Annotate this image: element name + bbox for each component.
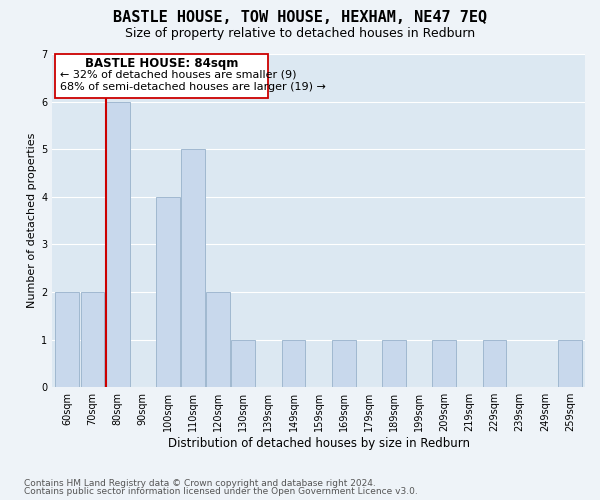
Bar <box>156 197 180 387</box>
Bar <box>55 292 79 387</box>
Bar <box>332 340 356 387</box>
Bar <box>206 292 230 387</box>
Bar <box>558 340 582 387</box>
Bar <box>181 149 205 387</box>
Bar <box>232 340 255 387</box>
Text: 68% of semi-detached houses are larger (19) →: 68% of semi-detached houses are larger (… <box>61 82 326 92</box>
Bar <box>382 340 406 387</box>
Text: Size of property relative to detached houses in Redburn: Size of property relative to detached ho… <box>125 28 475 40</box>
Bar <box>281 340 305 387</box>
Text: Contains HM Land Registry data © Crown copyright and database right 2024.: Contains HM Land Registry data © Crown c… <box>24 478 376 488</box>
Bar <box>80 292 104 387</box>
Text: BASTLE HOUSE: 84sqm: BASTLE HOUSE: 84sqm <box>85 57 239 70</box>
Text: BASTLE HOUSE, TOW HOUSE, HEXHAM, NE47 7EQ: BASTLE HOUSE, TOW HOUSE, HEXHAM, NE47 7E… <box>113 10 487 25</box>
X-axis label: Distribution of detached houses by size in Redburn: Distribution of detached houses by size … <box>167 437 470 450</box>
Bar <box>482 340 506 387</box>
Text: ← 32% of detached houses are smaller (9): ← 32% of detached houses are smaller (9) <box>61 70 297 80</box>
Bar <box>433 340 456 387</box>
Bar <box>106 102 130 387</box>
Text: Contains public sector information licensed under the Open Government Licence v3: Contains public sector information licen… <box>24 487 418 496</box>
Y-axis label: Number of detached properties: Number of detached properties <box>27 133 37 308</box>
FancyBboxPatch shape <box>55 54 268 98</box>
